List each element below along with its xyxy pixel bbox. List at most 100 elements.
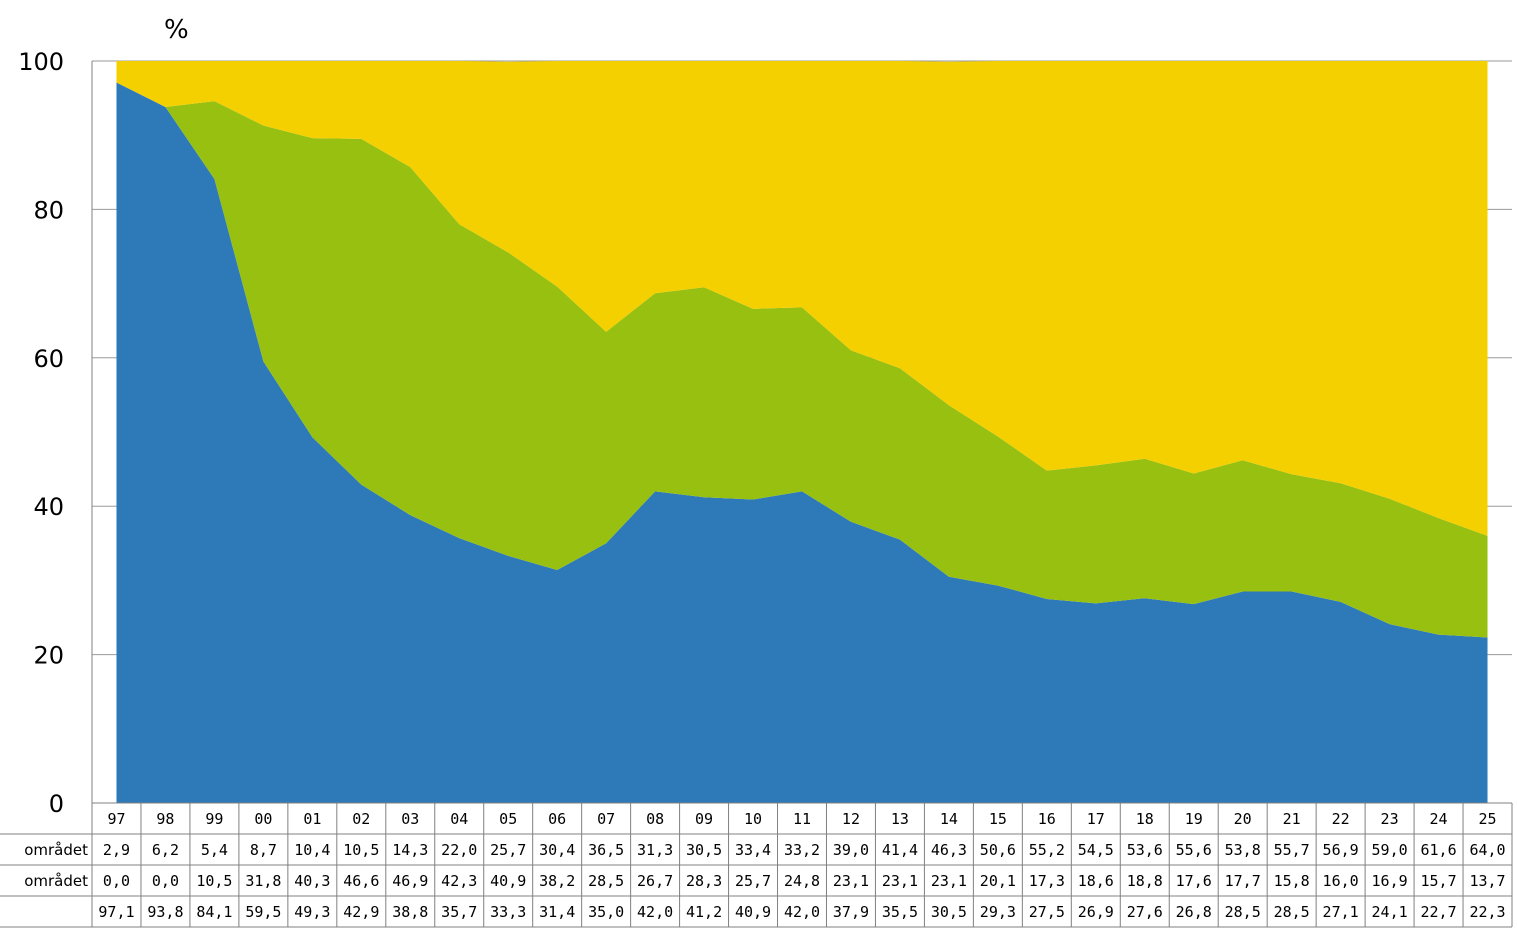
area-series-1 — [116, 82, 1488, 803]
x-category-label: 97 — [107, 810, 125, 828]
y-unit-label: % — [164, 15, 189, 45]
table-cell-value: 10,5 — [196, 872, 232, 890]
x-category-label: 19 — [1185, 810, 1203, 828]
x-category-label: 14 — [940, 810, 958, 828]
x-category-label: 03 — [401, 810, 419, 828]
x-category-label: 05 — [499, 810, 517, 828]
table-cell-value: 24,1 — [1372, 903, 1408, 921]
x-category-label: 99 — [205, 810, 223, 828]
x-category-label: 01 — [303, 810, 321, 828]
table-cell-value: 42,9 — [343, 903, 379, 921]
table-cell-value: 36,5 — [588, 841, 624, 859]
table-cell-value: 53,8 — [1225, 841, 1261, 859]
table-cell-value: 22,3 — [1469, 903, 1505, 921]
table-cell-value: 59,5 — [245, 903, 281, 921]
table-cell-value: 26,8 — [1176, 903, 1212, 921]
x-category-label: 12 — [842, 810, 860, 828]
x-category-label: 98 — [156, 810, 174, 828]
y-tick-label: 0 — [49, 790, 64, 818]
x-category-label: 08 — [646, 810, 664, 828]
x-category-label: 25 — [1478, 810, 1496, 828]
table-cell-value: 46,9 — [392, 872, 428, 890]
x-category-label: 13 — [891, 810, 909, 828]
table-cell-value: 13,7 — [1469, 872, 1505, 890]
table-cell-value: 25,7 — [735, 872, 771, 890]
table-cell-value: 28,5 — [1225, 903, 1261, 921]
table-cell-value: 49,3 — [294, 903, 330, 921]
table-cell-value: 10,5 — [343, 841, 379, 859]
table-cell-value: 42,3 — [441, 872, 477, 890]
table-cell-value: 23,1 — [833, 872, 869, 890]
table-cell-value: 27,1 — [1323, 903, 1359, 921]
x-category-label: 21 — [1283, 810, 1301, 828]
table-cell-value: 28,3 — [686, 872, 722, 890]
table-row-label: området — [24, 872, 88, 890]
x-category-label: 07 — [597, 810, 615, 828]
table-cell-value: 33,2 — [784, 841, 820, 859]
table-cell-value: 23,1 — [882, 872, 918, 890]
x-category-label: 00 — [254, 810, 272, 828]
table-cell-value: 10,4 — [294, 841, 330, 859]
table-cell-value: 0,0 — [103, 872, 130, 890]
table-cell-value: 30,5 — [931, 903, 967, 921]
table-cell-value: 55,7 — [1274, 841, 1310, 859]
table-cell-value: 2,9 — [103, 841, 130, 859]
table-cell-value: 28,5 — [588, 872, 624, 890]
table-cell-value: 59,0 — [1372, 841, 1408, 859]
table-cell-value: 40,9 — [735, 903, 771, 921]
table-cell-value: 6,2 — [152, 841, 179, 859]
y-tick-label: 100 — [18, 48, 64, 76]
table-cell-value: 27,6 — [1127, 903, 1163, 921]
table-cell-value: 35,0 — [588, 903, 624, 921]
table-cell-value: 33,4 — [735, 841, 771, 859]
table-cell-value: 23,1 — [931, 872, 967, 890]
table-cell-value: 31,4 — [539, 903, 575, 921]
table-cell-value: 35,5 — [882, 903, 918, 921]
table-cell-value: 30,5 — [686, 841, 722, 859]
x-category-label: 18 — [1136, 810, 1154, 828]
table-cell-value: 15,7 — [1420, 872, 1456, 890]
table-cell-value: 22,7 — [1420, 903, 1456, 921]
table-cell-value: 17,3 — [1029, 872, 1065, 890]
x-category-label: 23 — [1381, 810, 1399, 828]
area-series-group — [116, 61, 1488, 803]
table-cell-value: 18,8 — [1127, 872, 1163, 890]
table-cell-value: 33,3 — [490, 903, 526, 921]
table-cell-value: 54,5 — [1078, 841, 1114, 859]
table-cell-value: 17,6 — [1176, 872, 1212, 890]
table-cell-value: 29,3 — [980, 903, 1016, 921]
x-category-label: 09 — [695, 810, 713, 828]
table-cell-value: 39,0 — [833, 841, 869, 859]
y-tick-label: 40 — [33, 493, 64, 521]
table-cell-value: 42,0 — [784, 903, 820, 921]
table-cell-value: 56,9 — [1323, 841, 1359, 859]
table-cell-value: 15,8 — [1274, 872, 1310, 890]
table-cell-value: 0,0 — [152, 872, 179, 890]
table-row-label: området — [24, 841, 88, 859]
table-cell-value: 61,6 — [1420, 841, 1456, 859]
table-cell-value: 26,7 — [637, 872, 673, 890]
table-cell-value: 41,2 — [686, 903, 722, 921]
y-tick-label: 20 — [33, 642, 64, 670]
table-cell-value: 14,3 — [392, 841, 428, 859]
table-cell-value: 37,9 — [833, 903, 869, 921]
x-category-label: 22 — [1332, 810, 1350, 828]
table-cell-value: 31,8 — [245, 872, 281, 890]
table-cell-value: 97,1 — [98, 903, 134, 921]
table-cell-value: 25,7 — [490, 841, 526, 859]
table-cell-value: 40,9 — [490, 872, 526, 890]
table-cell-value: 30,4 — [539, 841, 575, 859]
x-category-label: 02 — [352, 810, 370, 828]
table-cell-value: 17,7 — [1225, 872, 1261, 890]
x-category-label: 17 — [1087, 810, 1105, 828]
table-cell-value: 16,0 — [1323, 872, 1359, 890]
table-cell-value: 41,4 — [882, 841, 918, 859]
table-cell-value: 40,3 — [294, 872, 330, 890]
table-cell-value: 50,6 — [980, 841, 1016, 859]
table-cell-value: 46,3 — [931, 841, 967, 859]
table-cell-value: 27,5 — [1029, 903, 1065, 921]
table-cell-value: 26,9 — [1078, 903, 1114, 921]
table-cell-value: 93,8 — [147, 903, 183, 921]
x-category-label: 16 — [1038, 810, 1056, 828]
